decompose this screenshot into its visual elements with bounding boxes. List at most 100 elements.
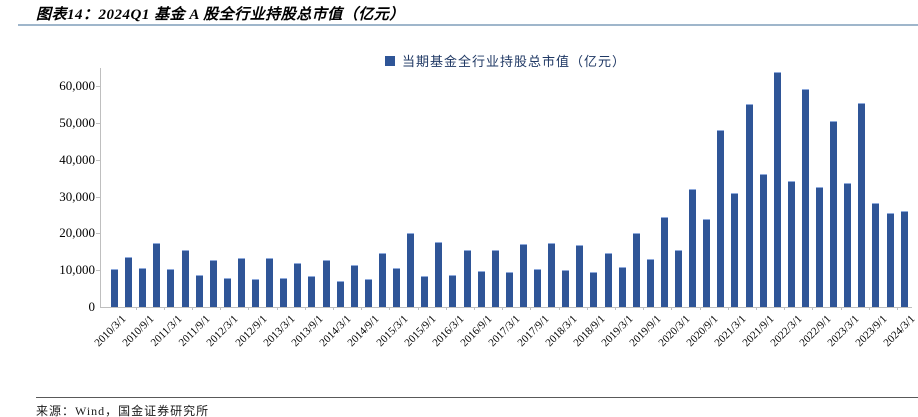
x-tick [812,307,814,310]
source-text: 来源：Wind，国金证券研究所 [36,404,210,417]
bar-2015/9/1 [421,275,429,307]
y-tick [96,270,100,272]
bar-2020/3/1 [675,250,682,307]
bar-2017/9/1 [534,269,541,307]
x-tick [586,307,588,310]
bar-2015/12/1 [435,241,443,307]
bar-2020/6/1 [689,189,697,307]
bar-2016/9/1 [477,271,485,307]
x-tick [643,307,645,310]
y-axis-label: 30,000 [59,188,95,204]
bar-2014/6/1 [350,264,358,307]
legend-swatch-icon [384,55,395,66]
y-tick [96,86,100,88]
x-tick [248,307,250,310]
bar-2013/9/1 [308,276,316,307]
bar-2020/12/1 [717,129,725,307]
x-tick [417,307,419,310]
x-tick [699,307,701,310]
x-tick [502,307,504,310]
legend-label: 当期基金全行业持股总市值（亿元） [401,54,626,69]
x-tick [727,307,729,310]
bar-2018/12/1 [604,252,612,307]
y-axis-label: 0 [88,299,96,314]
bar-2013/12/1 [322,259,330,307]
bar-2012/12/1 [266,258,274,307]
bar-2021/6/1 [745,104,753,307]
y-axis-label: 10,000 [59,262,95,278]
bar-2015/6/1 [407,233,415,307]
x-tick [361,307,363,310]
x-tick [304,307,306,310]
x-tick [868,307,870,310]
bar-2013/6/1 [294,262,302,307]
bar-2016/6/1 [463,250,471,307]
x-tick [333,307,335,310]
bar-2014/12/1 [378,252,386,307]
bar-2023/9/1 [872,202,880,307]
figure-title: 图表14：2024Q1 基金 A 股全行业持股总市值（亿元） [36,7,405,23]
bar-2022/12/1 [830,121,838,307]
bar-2022/6/1 [801,88,809,307]
bar-2011/9/1 [195,275,203,307]
x-tick [897,307,899,310]
bar-2011/6/1 [181,250,189,307]
y-axis-label: 20,000 [59,225,95,241]
bar-2020/9/1 [703,218,711,307]
bar-2023/12/1 [886,212,894,307]
bar-2011/12/1 [209,259,217,307]
y-tick [96,159,100,161]
chart-legend: 当期基金全行业持股总市值（亿元） [100,51,911,70]
y-tick [96,233,100,235]
x-tick [671,307,673,310]
x-tick [756,307,758,310]
bar-2016/3/1 [449,275,457,307]
x-tick [276,307,278,310]
y-tick [96,123,100,125]
y-axis-label: 40,000 [59,151,95,167]
bar-2023/3/1 [844,182,852,307]
x-tick [474,307,476,310]
bar-2012/9/1 [252,279,259,307]
bar-2016/12/1 [491,250,499,307]
x-tick [530,307,532,310]
bar-2014/3/1 [336,281,344,307]
x-tick [784,307,786,310]
bar-2021/12/1 [773,72,781,307]
bar-2019/9/1 [646,259,654,307]
bar-2022/9/1 [816,187,823,307]
plot-area [96,68,912,310]
bar-2019/6/1 [632,233,640,307]
title-divider [18,24,918,26]
bar-2018/9/1 [590,271,598,307]
bar-2010/9/1 [139,268,147,307]
bar-2013/3/1 [280,278,288,307]
bar-2019/3/1 [618,266,626,307]
bar-2014/9/1 [364,279,372,307]
y-axis-label: 50,000 [59,115,95,131]
bar-2017/3/1 [505,271,513,307]
x-tick [389,307,391,310]
y-axis-label: 60,000 [59,78,95,94]
bar-2012/3/1 [223,277,231,307]
x-tick [445,307,447,310]
bar-2017/6/1 [519,243,527,307]
source-divider [36,397,918,398]
x-tick [135,307,137,310]
bar-2015/3/1 [393,267,400,307]
bar-2021/3/1 [731,193,739,307]
bar-2010/12/1 [153,243,161,307]
bar-2021/9/1 [759,173,767,307]
bar-2019/12/1 [660,216,668,307]
x-tick [220,307,222,310]
y-tick [96,196,100,198]
x-tick [163,307,165,310]
bar-2017/12/1 [548,243,556,307]
bar-2018/3/1 [562,269,570,307]
bar-2010/3/1 [111,268,118,307]
x-tick [615,307,617,310]
x-tick [840,307,842,310]
bar-2011/3/1 [167,269,175,307]
x-tick [192,307,194,310]
